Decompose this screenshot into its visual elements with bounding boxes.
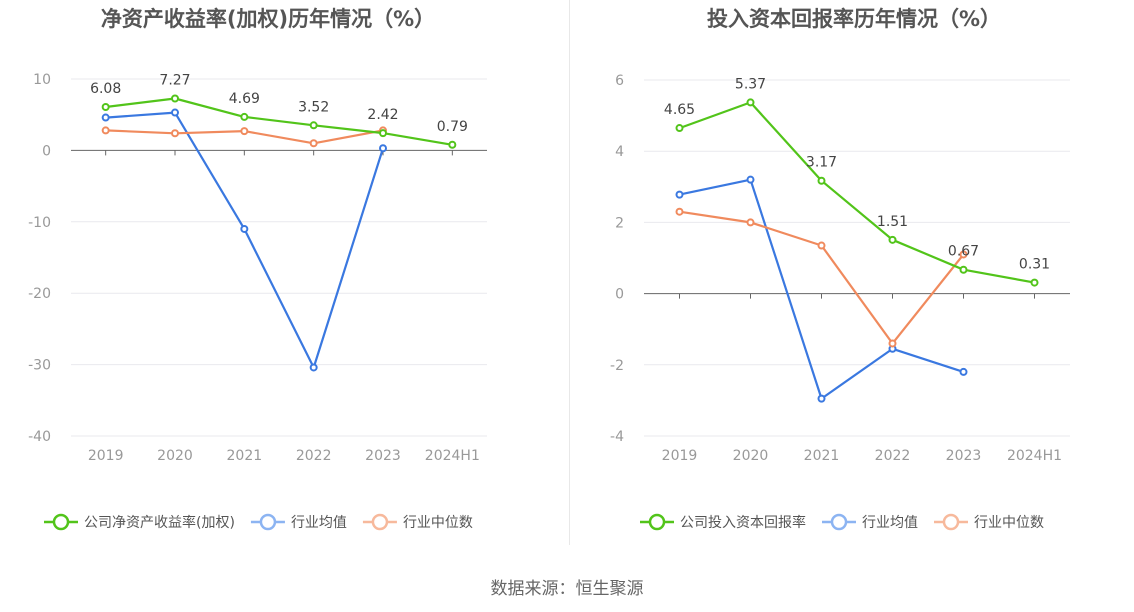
data-source: 数据来源：恒生聚源 bbox=[490, 579, 644, 599]
roic-y-tick-label: 0 bbox=[615, 287, 624, 303]
roe-data-point[interactable] bbox=[240, 112, 249, 121]
roic-chart-title: 投入资本回报率历年情况（%） bbox=[707, 7, 1001, 31]
roic-data-point[interactable] bbox=[675, 207, 684, 216]
roic-data-point[interactable] bbox=[675, 124, 684, 133]
roe-data-point[interactable] bbox=[171, 94, 179, 103]
roe-data-point[interactable] bbox=[101, 102, 110, 111]
roe-x-tick-label: 2024H1 bbox=[425, 448, 480, 464]
roic-legend-item-1[interactable]: 行业均值 bbox=[822, 513, 918, 531]
roe-data-point[interactable] bbox=[309, 363, 318, 372]
roic-data-point[interactable] bbox=[888, 339, 897, 348]
roic-data-point[interactable] bbox=[1030, 278, 1039, 287]
roe-data-point[interactable] bbox=[379, 129, 387, 138]
roic-legend-marker bbox=[830, 513, 848, 531]
roe-x-tick-label: 2019 bbox=[88, 448, 124, 464]
roic-data-label: 5.37 bbox=[735, 76, 766, 92]
roe-data-point[interactable] bbox=[240, 224, 249, 233]
roe-x-tick-label: 2021 bbox=[227, 448, 263, 464]
roe-data-label: 2.42 bbox=[367, 107, 398, 123]
roic-y-tick-label: -4 bbox=[610, 429, 624, 445]
roic-x-tick-label: 2022 bbox=[875, 448, 911, 464]
roic-legend-label: 行业中位数 bbox=[974, 515, 1044, 531]
roic-legend-marker bbox=[942, 513, 960, 531]
roic-series-line-1 bbox=[679, 178, 964, 400]
roic-x-tick-label: 2020 bbox=[733, 448, 769, 464]
roe-legend-label: 公司净资产收益率(加权) bbox=[84, 514, 235, 531]
chart-divider bbox=[569, 0, 570, 545]
roic-data-point[interactable] bbox=[817, 176, 826, 185]
roe-data-label: 3.52 bbox=[298, 99, 329, 115]
roe-legend-marker bbox=[371, 513, 389, 531]
roic-x-tick-label: 2024H1 bbox=[1007, 448, 1062, 464]
roic-legend-label: 行业均值 bbox=[862, 515, 918, 531]
roe-y-tick-label: 10 bbox=[33, 72, 51, 88]
roe-data-point[interactable] bbox=[171, 108, 179, 117]
roe-data-label: 6.08 bbox=[90, 81, 121, 97]
roe-y-tick-label: -10 bbox=[28, 215, 51, 231]
roe-x-tick-label: 2022 bbox=[296, 448, 332, 464]
roe-data-point[interactable] bbox=[101, 126, 110, 135]
roe-legend-label: 行业中位数 bbox=[403, 515, 473, 531]
roic-data-point[interactable] bbox=[746, 175, 755, 184]
roic-data-label: 4.65 bbox=[664, 102, 695, 118]
roe-series-line-0 bbox=[105, 97, 453, 146]
roic-legend-item-0[interactable]: 公司投入资本回报率 bbox=[640, 513, 806, 531]
roic-legend-item-2[interactable]: 行业中位数 bbox=[934, 513, 1044, 531]
roe-data-point[interactable] bbox=[379, 144, 387, 153]
roe-data-label: 7.27 bbox=[159, 72, 190, 88]
roe-legend-item-2[interactable]: 行业中位数 bbox=[362, 513, 473, 531]
roic-data-point[interactable] bbox=[959, 367, 968, 376]
roe-legend-item-0[interactable]: 公司净资产收益率(加权) bbox=[44, 513, 235, 531]
roic-data-label: 3.17 bbox=[806, 155, 837, 171]
roic-y-tick-label: -2 bbox=[610, 358, 624, 374]
roic-data-label: 0.31 bbox=[1019, 257, 1050, 273]
roe-data-label: 4.69 bbox=[229, 91, 260, 107]
roic-y-tick-label: 4 bbox=[615, 144, 624, 160]
roic-data-point[interactable] bbox=[817, 394, 826, 403]
roic-x-tick-label: 2021 bbox=[804, 448, 840, 464]
roe-y-tick-label: -20 bbox=[28, 286, 51, 302]
roic-y-tick-label: 2 bbox=[615, 215, 624, 231]
roic-series-line-2 bbox=[679, 210, 965, 345]
roe-y-tick-label: -30 bbox=[28, 358, 51, 374]
roe-data-point[interactable] bbox=[309, 139, 318, 148]
roe-data-label: 0.79 bbox=[437, 119, 468, 135]
roic-data-point[interactable] bbox=[817, 241, 826, 250]
roe-data-point[interactable] bbox=[171, 129, 179, 138]
roe-y-tick-label: -40 bbox=[28, 429, 51, 445]
roic-legend-marker bbox=[648, 513, 666, 531]
roic-data-point[interactable] bbox=[746, 218, 755, 227]
roic-chart: 投入资本回报率历年情况（%） 6 4 2 0 -2 -4 2019 2020 2021 2022 20… bbox=[610, 7, 1070, 531]
roe-legend-item-1[interactable]: 行业均值 bbox=[250, 513, 347, 531]
roe-data-point[interactable] bbox=[309, 121, 318, 130]
roic-legend-label: 公司投入资本回报率 bbox=[680, 514, 806, 531]
roic-x-tick-label: 2019 bbox=[662, 448, 698, 464]
roe-data-point[interactable] bbox=[101, 113, 110, 122]
roe-legend-marker bbox=[259, 513, 277, 531]
roe-chart: 净资产收益率(加权)历年情况（%） 10 0 -10 -20 -30 -40 2019 2020… bbox=[28, 7, 487, 531]
roic-data-point[interactable] bbox=[959, 265, 968, 274]
roic-data-label: 1.51 bbox=[877, 214, 908, 230]
roic-data-point[interactable] bbox=[746, 98, 755, 107]
roic-series-line-0 bbox=[679, 101, 1035, 284]
roic-data-point[interactable] bbox=[675, 190, 684, 199]
roe-x-tick-label: 2020 bbox=[157, 448, 193, 464]
roic-x-tick-label: 2023 bbox=[946, 448, 982, 464]
roe-legend-label: 行业均值 bbox=[291, 515, 347, 531]
roe-data-point[interactable] bbox=[240, 127, 249, 136]
roic-data-point[interactable] bbox=[959, 250, 968, 259]
roe-data-point[interactable] bbox=[448, 140, 457, 149]
roe-y-tick-label: 0 bbox=[42, 143, 51, 159]
roic-data-label: 0.67 bbox=[948, 244, 979, 260]
roe-chart-title: 净资产收益率(加权)历年情况（%） bbox=[101, 7, 435, 31]
roic-y-tick-label: 6 bbox=[615, 73, 624, 89]
roic-data-point[interactable] bbox=[888, 235, 897, 244]
roe-x-tick-label: 2023 bbox=[365, 448, 401, 464]
roe-legend-marker bbox=[52, 513, 70, 531]
